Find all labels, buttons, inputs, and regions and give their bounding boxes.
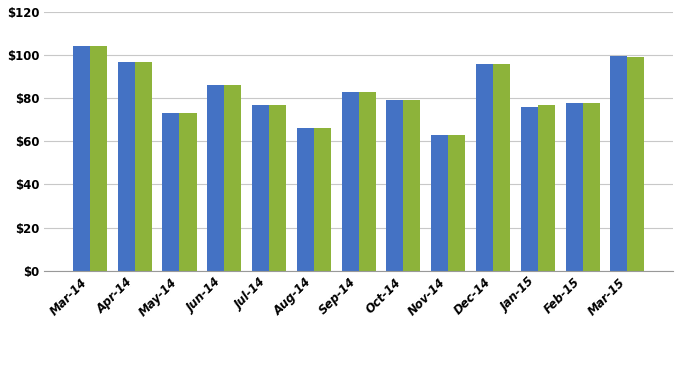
Bar (566, 103, 583, 271)
Bar (73, 47, 90, 271)
Bar (448, 135, 465, 271)
Bar (611, 56, 628, 271)
Bar (403, 100, 420, 271)
Bar (538, 105, 555, 271)
Bar (476, 64, 493, 271)
Bar (180, 113, 197, 271)
Bar (341, 92, 358, 271)
Bar (386, 100, 403, 271)
Bar (252, 105, 269, 271)
Bar (163, 113, 180, 271)
Bar (207, 85, 224, 271)
Bar (628, 57, 645, 271)
Bar (583, 103, 600, 271)
Bar (358, 92, 376, 271)
Bar (493, 64, 510, 271)
Bar (314, 128, 331, 271)
Bar (521, 107, 538, 271)
Bar (269, 105, 286, 271)
Bar (431, 135, 448, 271)
Bar (224, 85, 241, 271)
Bar (90, 47, 107, 271)
Bar (297, 128, 314, 271)
Bar (118, 62, 135, 271)
Bar (135, 62, 152, 271)
